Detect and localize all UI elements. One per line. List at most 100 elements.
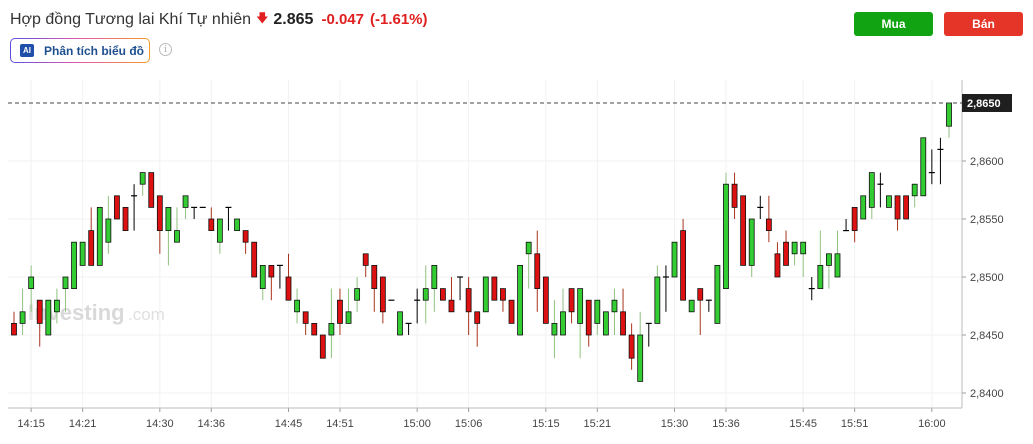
candle bbox=[886, 195, 892, 208]
candle-body bbox=[328, 322, 335, 336]
candle bbox=[843, 219, 850, 232]
candle bbox=[259, 264, 266, 301]
candle-body bbox=[79, 241, 86, 266]
candle bbox=[414, 288, 421, 324]
candle-body bbox=[534, 253, 541, 290]
candle-body bbox=[431, 264, 438, 289]
candle bbox=[79, 241, 86, 266]
candle bbox=[765, 195, 772, 243]
candle bbox=[525, 241, 532, 289]
candle bbox=[491, 276, 498, 301]
candle-body bbox=[439, 288, 446, 301]
candle-body bbox=[817, 264, 824, 289]
candle bbox=[465, 277, 472, 335]
candle bbox=[114, 195, 120, 220]
candle bbox=[620, 288, 626, 336]
candle bbox=[594, 299, 601, 335]
candle-body bbox=[268, 264, 275, 278]
candle bbox=[534, 230, 541, 312]
x-tick-label: 15:45 bbox=[789, 418, 817, 430]
candle bbox=[568, 288, 575, 324]
candle-body bbox=[259, 264, 266, 289]
candle bbox=[285, 253, 292, 301]
candle bbox=[911, 183, 918, 208]
candle-body bbox=[62, 276, 69, 289]
buy-button[interactable]: Mua bbox=[854, 12, 933, 36]
y-tick-label: 2,8600 bbox=[970, 156, 1004, 168]
candle bbox=[800, 241, 807, 277]
candle-body bbox=[697, 288, 704, 301]
candle-body bbox=[11, 322, 17, 336]
candle bbox=[637, 311, 644, 382]
x-tick-label: 15:36 bbox=[712, 418, 740, 430]
candle bbox=[242, 230, 249, 254]
x-tick-label: 15:00 bbox=[403, 418, 431, 430]
candle-body bbox=[182, 195, 189, 208]
candle bbox=[482, 276, 489, 313]
candle bbox=[319, 334, 326, 359]
candle bbox=[851, 206, 858, 243]
ai-chart-analysis-button[interactable]: AI Phân tích biểu đồ bbox=[10, 38, 150, 63]
candle bbox=[551, 300, 558, 359]
price-change: -0.047 bbox=[321, 11, 364, 28]
candle-body bbox=[688, 299, 695, 313]
candle bbox=[439, 288, 446, 301]
candle-body bbox=[345, 311, 352, 324]
candle bbox=[740, 195, 747, 266]
candle-body bbox=[517, 264, 524, 336]
x-tick-label: 14:21 bbox=[69, 418, 97, 430]
candle bbox=[474, 311, 481, 347]
x-tick-label: 14:30 bbox=[146, 418, 174, 430]
candle bbox=[457, 276, 464, 301]
candle-body bbox=[139, 172, 146, 185]
candle-body bbox=[886, 195, 892, 208]
candle-body bbox=[851, 206, 858, 231]
candle-body bbox=[602, 311, 609, 336]
candle bbox=[302, 311, 309, 335]
candle-body bbox=[671, 241, 678, 278]
candle-body bbox=[28, 276, 35, 289]
candle bbox=[371, 264, 378, 312]
candle bbox=[19, 288, 26, 335]
candle-body bbox=[71, 241, 77, 289]
y-tick-label: 2,8500 bbox=[970, 272, 1004, 284]
candle bbox=[868, 172, 875, 219]
candle bbox=[937, 137, 944, 185]
candle bbox=[508, 299, 515, 324]
candle bbox=[611, 288, 618, 335]
candle-body bbox=[354, 288, 361, 301]
candle-body bbox=[45, 299, 52, 336]
candle bbox=[731, 172, 738, 219]
candle bbox=[268, 264, 275, 301]
candle bbox=[517, 264, 524, 336]
candle bbox=[920, 137, 927, 197]
candle-body bbox=[96, 206, 103, 266]
candle bbox=[225, 206, 232, 231]
candle-body bbox=[508, 299, 515, 324]
candle bbox=[345, 288, 352, 324]
sell-button[interactable]: Bán bbox=[944, 12, 1023, 36]
candle bbox=[654, 265, 661, 324]
candle-body bbox=[868, 172, 875, 208]
candle bbox=[671, 241, 678, 278]
candle-body bbox=[465, 288, 472, 313]
ai-chart-analysis-label: Phân tích biểu đồ bbox=[44, 43, 145, 58]
candle bbox=[11, 311, 17, 336]
candle bbox=[337, 288, 343, 335]
candle-body bbox=[500, 288, 506, 301]
candle-body bbox=[628, 334, 635, 359]
candle bbox=[680, 219, 686, 301]
candle bbox=[662, 265, 669, 312]
candle bbox=[105, 195, 112, 254]
candle bbox=[208, 207, 215, 231]
candle-body bbox=[903, 195, 910, 220]
candle bbox=[748, 218, 755, 277]
candle-body bbox=[302, 311, 309, 324]
x-tick-label: 15:06 bbox=[455, 418, 483, 430]
candle bbox=[577, 288, 584, 359]
candle bbox=[45, 299, 52, 336]
candle bbox=[36, 299, 43, 347]
info-icon[interactable]: i bbox=[159, 43, 172, 56]
candle bbox=[139, 172, 146, 196]
